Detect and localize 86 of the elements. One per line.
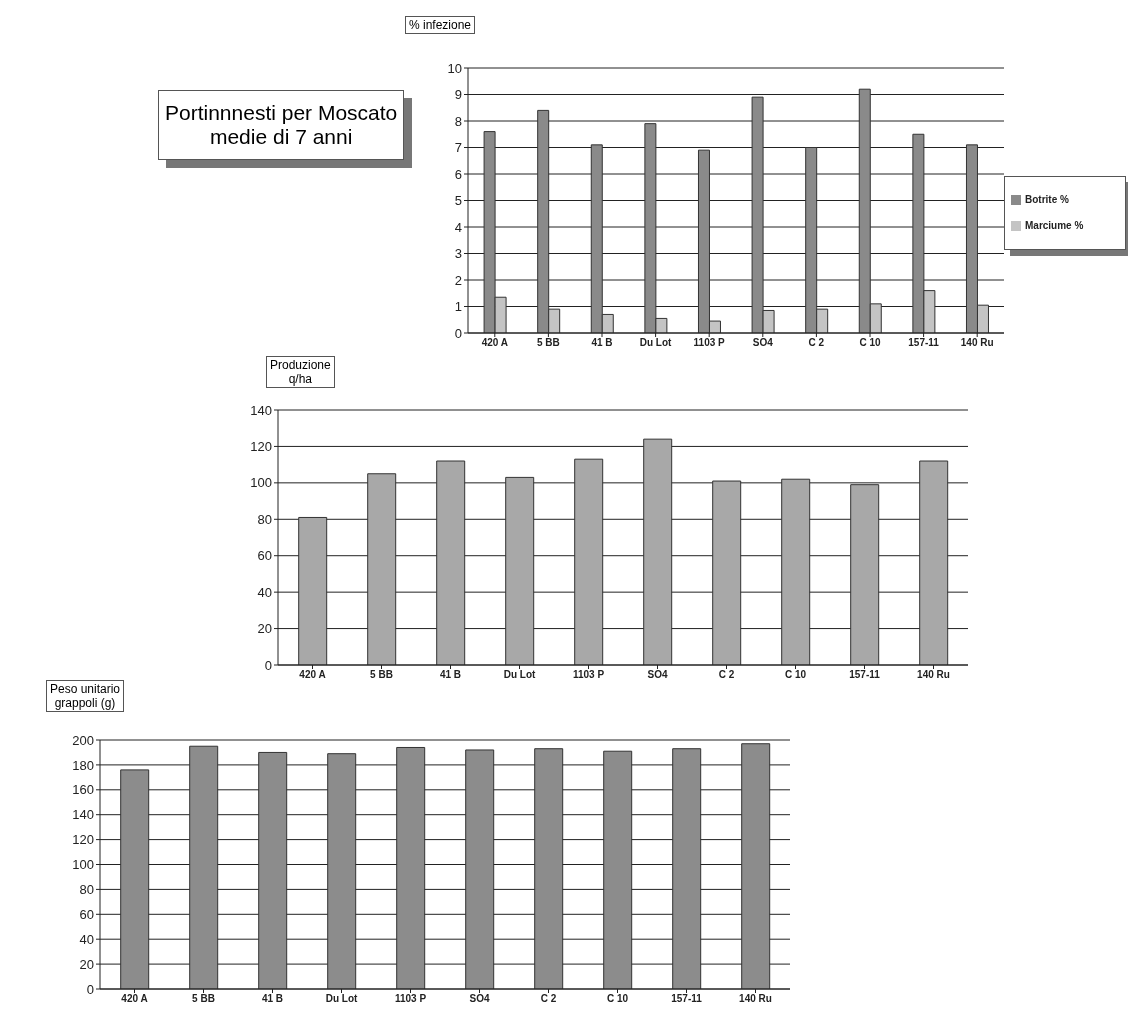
- x-tick-label: Du Lot: [325, 993, 358, 1005]
- y-tick-label: 3: [454, 246, 462, 262]
- bar: [781, 478, 811, 665]
- y-tick-label: 1: [454, 299, 462, 315]
- x-tick-label: 140 Ru: [917, 669, 950, 681]
- bar: [574, 458, 604, 665]
- x-tick-label: 157-11: [908, 337, 940, 349]
- x-tick-label: 140 Ru: [960, 337, 994, 349]
- x-tick-label: 1103 P: [572, 669, 605, 681]
- x-tick-label: SO4: [752, 337, 774, 349]
- x-tick-label: 140 Ru: [739, 993, 772, 1005]
- x-tick-label: 1103 P: [394, 993, 427, 1005]
- text: Portinnnesti per Moscato medie di 7 anni: [158, 90, 405, 160]
- x-tick-label: 157-11: [849, 669, 881, 681]
- y-tick-label: 140: [72, 807, 94, 823]
- x-tick-label: 41 B: [439, 669, 462, 681]
- y-axis-title: Peso unitario grappoli (g): [46, 680, 125, 712]
- x-tick-label: 1103 P: [693, 337, 726, 349]
- y-axis-title: % infezione: [405, 16, 476, 34]
- x-tick-label: 420 A: [299, 669, 326, 681]
- y-tick-label: 120: [72, 832, 94, 848]
- x-tick-label: C 10: [859, 337, 881, 349]
- bar: [603, 750, 633, 989]
- x-tick-label: SO4: [469, 993, 490, 1005]
- x-tick-label: 41 B: [591, 337, 613, 349]
- y-tick-label: 160: [72, 782, 94, 798]
- x-tick-label: 41 B: [261, 993, 284, 1005]
- bar: [298, 516, 328, 665]
- y-tick-label: 5: [454, 193, 462, 209]
- bar: [741, 743, 771, 989]
- x-tick-label: Du Lot: [503, 669, 536, 681]
- y-tick-label: 0: [454, 325, 462, 341]
- x-tick-label: 420 A: [481, 337, 508, 349]
- y-tick-label: 7: [454, 140, 462, 156]
- bar: [120, 769, 150, 989]
- y-tick-label: 8: [454, 113, 462, 129]
- y-tick-label: 4: [454, 219, 462, 235]
- bar: [850, 484, 880, 665]
- x-tick-label: SO4: [647, 669, 668, 681]
- y-tick-label: 10: [447, 60, 462, 76]
- bar: [396, 746, 426, 989]
- y-tick-label: 20: [79, 956, 94, 972]
- bar: [505, 476, 535, 665]
- y-tick-label: 120: [250, 439, 272, 455]
- legend-label: Botrite %: [1025, 194, 1069, 205]
- bar: [367, 473, 397, 665]
- x-tick-label: 5 BB: [370, 669, 393, 681]
- bar: [672, 748, 702, 989]
- bar: [327, 753, 357, 989]
- legend-label: Marciume %: [1025, 220, 1084, 231]
- bar: [534, 748, 564, 989]
- y-tick-label: 60: [79, 906, 94, 922]
- y-tick-label: 40: [79, 931, 94, 947]
- bar: [712, 480, 742, 665]
- bar: [919, 460, 949, 665]
- y-tick-label: 100: [250, 475, 272, 491]
- x-tick-label: C 2: [718, 669, 735, 681]
- x-tick-label: C 2: [808, 337, 825, 349]
- x-tick-label: C 10: [784, 669, 807, 681]
- bar: [189, 745, 219, 989]
- x-tick-label: C 2: [540, 993, 557, 1005]
- y-tick-label: 20: [257, 621, 272, 637]
- y-tick-label: 0: [86, 981, 94, 997]
- x-tick-label: 5 BB: [192, 993, 215, 1005]
- x-tick-label: 157-11: [671, 993, 703, 1005]
- y-tick-label: 9: [454, 87, 462, 103]
- y-tick-label: 80: [257, 511, 272, 527]
- bar: [436, 460, 466, 665]
- x-tick-label: 5 BB: [537, 337, 560, 349]
- y-tick-label: 200: [72, 732, 94, 748]
- y-tick-label: 180: [72, 757, 94, 773]
- x-tick-label: Du Lot: [639, 337, 673, 349]
- y-tick-label: 100: [72, 857, 94, 873]
- y-tick-label: 60: [257, 548, 272, 564]
- y-tick-label: 140: [250, 402, 272, 418]
- x-tick-label: C 10: [606, 993, 629, 1005]
- bar: [643, 438, 673, 665]
- x-tick-label: 420 A: [121, 993, 148, 1005]
- y-tick-label: 0: [264, 657, 272, 673]
- y-tick-label: 40: [257, 584, 272, 600]
- y-axis-title: Produzione q/ha: [266, 356, 335, 388]
- y-tick-label: 6: [454, 166, 462, 182]
- bar: [258, 751, 288, 989]
- bar: [465, 749, 495, 989]
- y-tick-label: 2: [454, 272, 462, 288]
- y-tick-label: 80: [79, 882, 94, 898]
